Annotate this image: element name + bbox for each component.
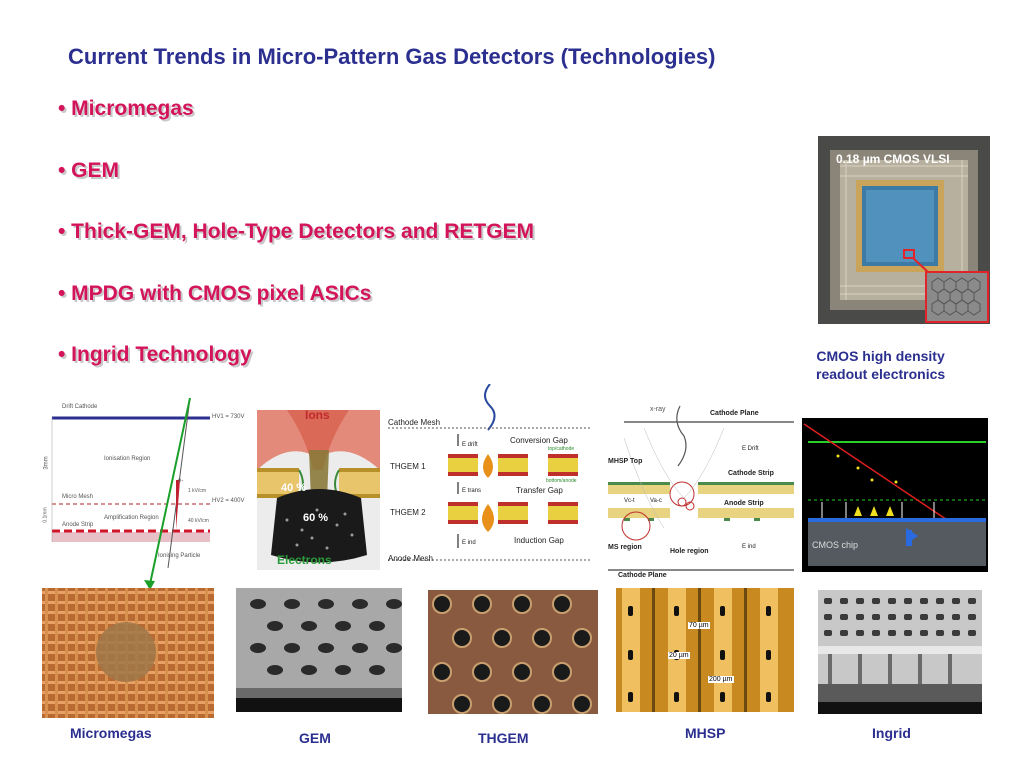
mhsp-hole-region: Hole region [670, 548, 709, 555]
mhsp-measure-70um: 70 µm [688, 622, 710, 629]
cmos-caption-line1: CMOS high density [816, 348, 945, 364]
caption-thgem: THGEM [478, 730, 529, 746]
caption-ingrid: Ingrid [872, 725, 911, 741]
thgem-thgem1: THGEM 1 [390, 462, 426, 471]
micromegas-photo [42, 588, 214, 718]
mm-gap2: 0.1mm [42, 507, 49, 523]
mhsp-ms-region: MS region [608, 544, 642, 551]
thgem-induction-gap: Induction Gap [514, 536, 564, 545]
thgem-top-cathode: top/cathode [548, 446, 575, 452]
micromegas-diagram: Drift Cathode HV1 = 730V Ionisation Regi… [38, 398, 250, 568]
mm-electron: e- [178, 478, 184, 484]
ingrid-cmos-chip: CMOS chip [812, 540, 859, 550]
bullet-mpdg-cmos: • MPDG with CMOS pixel ASICs [58, 282, 372, 305]
mhsp-cathode-strip: Cathode Strip [728, 470, 774, 477]
mhsp-e-ind: E ind [742, 544, 756, 550]
bullet-gem: • GEM [58, 159, 120, 182]
mhsp-vc-t: Vc-t [624, 498, 635, 504]
gem-pct2-label: 60 % [303, 512, 329, 524]
cmos-caption-line2: readout electronics [816, 366, 946, 382]
mm-gap1: 3mm [43, 456, 50, 470]
mm-hv1: HV1 = 730V [212, 414, 245, 420]
mm-field1: 1 kV/cm [188, 488, 207, 494]
mhsp-cathode-plane-top: Cathode Plane [710, 410, 759, 417]
thgem-e-ind: E ind [462, 540, 476, 546]
mhsp-cathode-plane-bottom: Cathode Plane [618, 572, 667, 579]
mm-field2: 40 kV/cm [188, 518, 209, 524]
thgem-e-trans: E trans [462, 488, 482, 494]
thgem-anode-mesh: Anode Mesh [388, 554, 433, 563]
thgem-e-drift: E drift [462, 442, 478, 448]
mhsp-measure-200um: 200 µm [708, 676, 734, 683]
mm-ionising-particle: Ionising Particle [158, 553, 201, 559]
mhsp-va-c: Va-c [650, 498, 662, 504]
mm-micro-mesh: Micro Mesh [62, 494, 94, 500]
mhsp-xray: x-ray [650, 406, 666, 413]
mm-amplification-region: Amplification Region [104, 515, 159, 521]
caption-mhsp: MHSP [685, 725, 726, 741]
mhsp-anode-strip: Anode Strip [724, 500, 764, 507]
gem-ions-label: Ions [305, 410, 330, 422]
ingrid-photo [818, 590, 982, 714]
mhsp-diagram: x-ray Cathode Plane MHSP Top E Drift Cat… [604, 398, 800, 582]
thgem-thgem2: THGEM 2 [390, 508, 426, 517]
mhsp-photo: 70 µm 20 µm 200 µm [616, 588, 794, 712]
bullet-thick-gem: • Thick-GEM, Hole-Type Detectors and RET… [58, 220, 535, 243]
bullet-ingrid: • Ingrid Technology [58, 343, 252, 366]
thgem-diagram: Cathode Mesh Conversion Gap E drift top/… [386, 384, 594, 574]
gem-diagram: Ions 40 % 60 % Electrons [257, 410, 380, 570]
mhsp-measure-20um: 20 µm [668, 652, 690, 659]
mhsp-mhsp-top: MHSP Top [608, 458, 643, 465]
cmos-caption: CMOS high density readout electronics [816, 348, 945, 382]
micromegas-arrow [144, 398, 191, 590]
caption-gem: GEM [299, 730, 331, 746]
thgem-transfer-gap: Transfer Gap [516, 486, 563, 495]
thgem-cathode-mesh: Cathode Mesh [388, 418, 441, 427]
page-title: Current Trends in Micro-Pattern Gas Dete… [68, 44, 716, 69]
gem-photo [236, 588, 402, 712]
bullet-micromegas: • Micromegas [58, 97, 194, 120]
gem-pct1-label: 40 % [281, 482, 307, 494]
cmos-chip-photo: 0.18 µm CMOS VLSI [818, 136, 990, 324]
cmos-chip-label: 0.18 µm CMOS VLSI [836, 152, 950, 166]
mm-hv2: HV2 = 400V [212, 498, 245, 504]
mhsp-e-drift: E Drift [742, 446, 759, 452]
caption-micromegas: Micromegas [70, 725, 152, 741]
mm-anode-strip: Anode Strip [62, 522, 94, 528]
mm-ionisation-region: Ionisation Region [104, 456, 151, 462]
mm-drift-cathode: Drift Cathode [62, 404, 98, 410]
thgem-bottom-anode: bottom/anode [546, 478, 577, 484]
thgem-photo [428, 590, 598, 714]
gem-electrons-label: Electrons [277, 553, 332, 567]
ingrid-diagram: CMOS chip [802, 418, 988, 572]
thgem-conversion-gap: Conversion Gap [510, 436, 568, 445]
